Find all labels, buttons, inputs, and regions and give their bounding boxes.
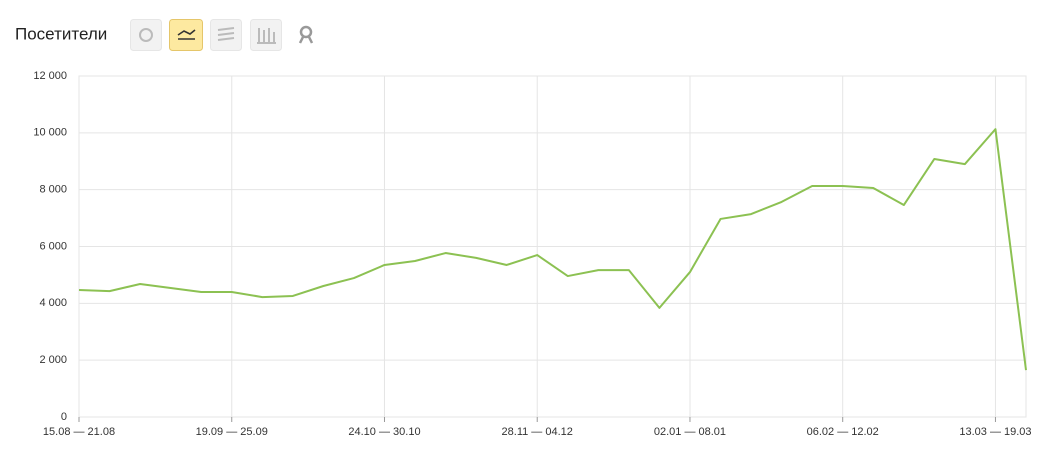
bar-button[interactable] <box>250 19 282 51</box>
map-button[interactable] <box>298 25 314 44</box>
area-icon <box>217 27 235 41</box>
data-line <box>78 128 1027 371</box>
y-tick-label: 4 000 <box>39 297 67 309</box>
y-tick-label: 2 000 <box>39 354 67 366</box>
line-icon <box>177 29 196 40</box>
y-tick-label: 8 000 <box>39 184 67 196</box>
bar-icon <box>257 28 276 44</box>
x-tick-label: 19.09 — 25.09 <box>196 426 268 438</box>
x-tick-label: 15.08 — 21.08 <box>43 426 115 438</box>
pie-icon <box>139 28 153 42</box>
y-tick-label: 0 <box>61 411 67 423</box>
x-tick-label: 28.11 — 04.12 <box>502 426 573 438</box>
line-button[interactable] <box>169 19 203 51</box>
pie-button[interactable] <box>130 19 162 51</box>
x-tick-label: 02.01 — 08.01 <box>654 426 726 438</box>
chart-title: Посетители <box>15 24 107 43</box>
y-tick-label: 6 000 <box>39 240 67 252</box>
x-tick-label: 06.02 — 12.02 <box>807 426 879 438</box>
x-tick-label: 13.03 — 19.03 <box>959 426 1031 438</box>
y-tick-label: 10 000 <box>33 127 67 139</box>
x-tick-label: 24.10 — 30.10 <box>348 426 420 438</box>
toolbar <box>130 19 314 51</box>
y-tick-label: 12 000 <box>33 70 67 82</box>
